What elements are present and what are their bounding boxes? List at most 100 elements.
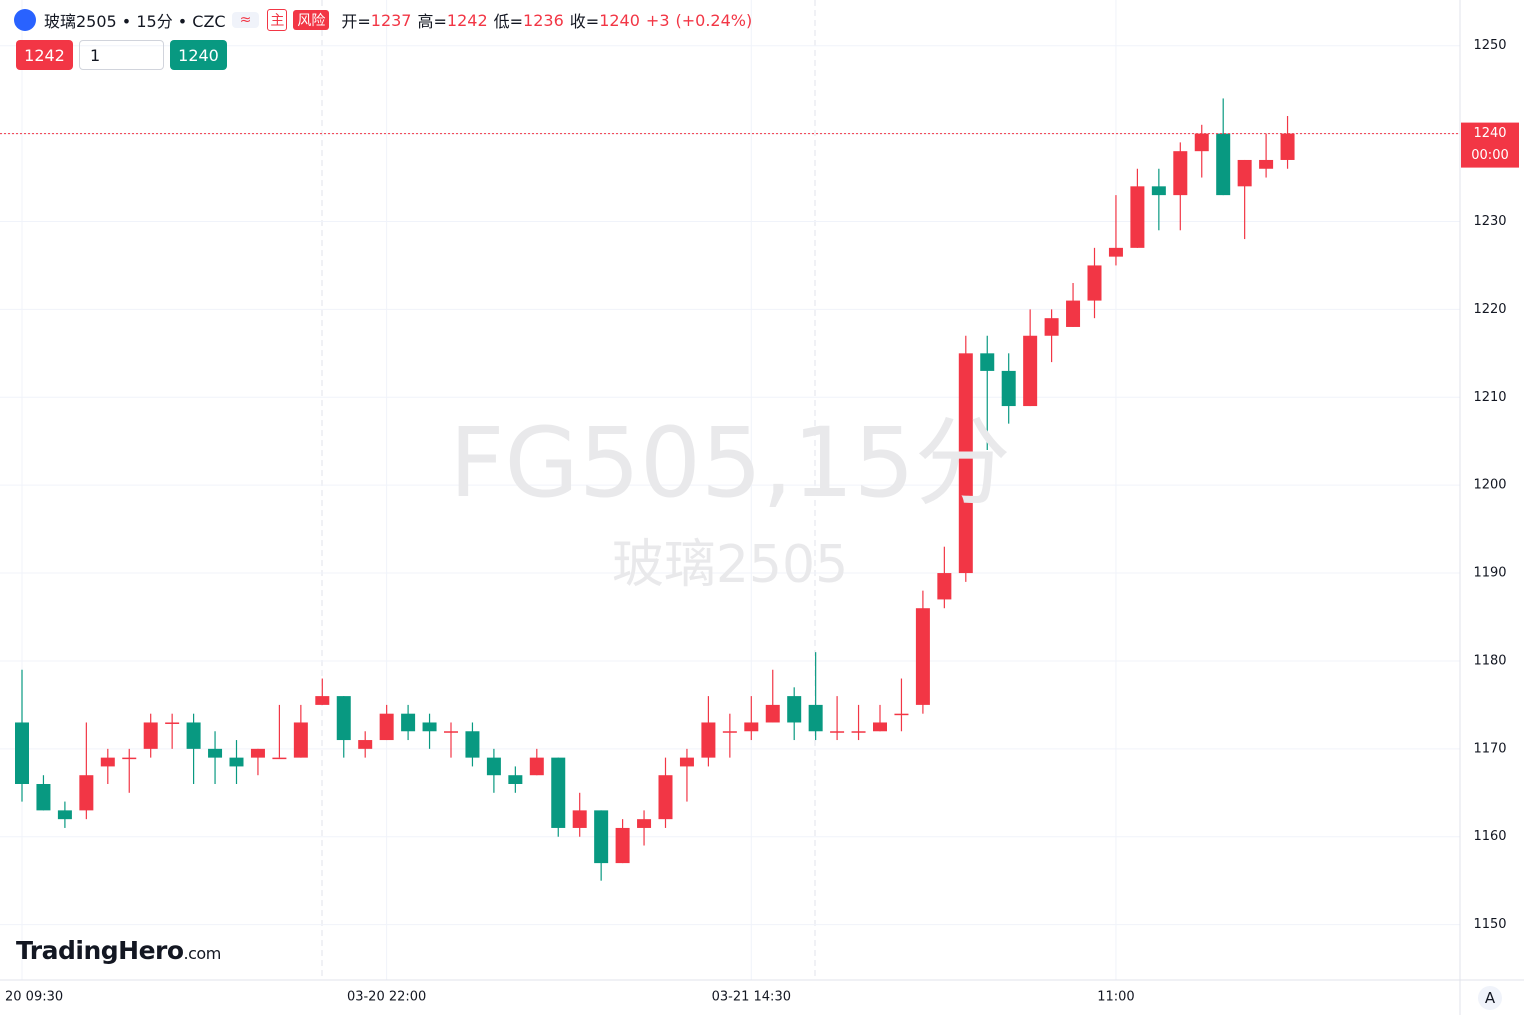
y-tick-label: 1170 xyxy=(1473,741,1506,756)
close-value: 1240 xyxy=(599,10,640,30)
candle-body xyxy=(594,810,609,864)
candle-body xyxy=(787,696,802,723)
buy-button[interactable]: 1240 xyxy=(170,40,227,70)
y-tick-label: 1150 xyxy=(1473,917,1506,932)
watermark-symbol: FG505,15分 xyxy=(449,407,1011,519)
candle-body xyxy=(57,810,72,820)
candle-body xyxy=(851,731,866,733)
candle-body xyxy=(1066,300,1081,327)
logo-brand: TradingHero xyxy=(16,936,184,965)
auto-scale-button[interactable]: A xyxy=(1478,986,1502,1010)
candle-body xyxy=(358,740,373,749)
candle-body xyxy=(143,722,158,749)
y-tick-label: 1190 xyxy=(1473,566,1506,581)
symbol: 玻璃2505 • 15分 • CZC xyxy=(44,12,226,31)
candle-body xyxy=(722,731,737,733)
low-label: 低= xyxy=(493,12,524,31)
candle-body xyxy=(1259,159,1274,169)
candle-body xyxy=(486,757,501,776)
low-value: 1236 xyxy=(523,10,564,30)
logo-suffix: .com xyxy=(183,944,222,963)
x-tick-label: 11:00 xyxy=(1097,990,1134,1005)
candle-body xyxy=(765,704,780,723)
candle-body xyxy=(744,722,759,732)
symbol-icon xyxy=(14,9,36,31)
candle-body xyxy=(808,704,823,732)
candle-body xyxy=(379,713,394,741)
candle-body xyxy=(980,353,995,371)
candle-body xyxy=(422,722,437,732)
y-tick-label: 1160 xyxy=(1473,829,1506,844)
candle-body xyxy=(937,573,952,600)
sell-button[interactable]: 1242 xyxy=(16,40,73,70)
candle-body xyxy=(615,827,630,864)
candle-body xyxy=(701,722,716,758)
axis-labels: 1150 1160 1170 1180 1190 1200 1210 1220 1230 1240… xyxy=(5,38,1519,1005)
candle-body xyxy=(1108,247,1123,257)
candle-body xyxy=(551,757,566,828)
candle-body xyxy=(272,757,287,760)
change: +3 xyxy=(645,10,670,30)
candle-body xyxy=(465,731,480,758)
watermark-name: 玻璃2505 xyxy=(611,535,849,595)
last-price-tag xyxy=(1461,122,1519,168)
candle-body xyxy=(1237,159,1252,187)
candle-body xyxy=(830,731,845,733)
candle-body xyxy=(100,757,115,767)
candle-body xyxy=(1280,133,1295,160)
candle-body xyxy=(1023,335,1038,407)
candle-body xyxy=(79,775,94,811)
change-pct: (+0.24%) xyxy=(675,10,753,30)
candle-body xyxy=(658,775,673,820)
y-tick-label: 1210 xyxy=(1473,390,1506,405)
candle-body xyxy=(36,784,51,811)
candle-body xyxy=(873,722,887,732)
last-price-label: 1240 xyxy=(1473,126,1506,141)
candle-body xyxy=(250,748,265,758)
candle-body xyxy=(1001,370,1016,407)
high-value: 1242 xyxy=(446,10,488,30)
y-tick-label: 1220 xyxy=(1473,302,1506,317)
candle-body xyxy=(1130,186,1145,248)
x-tick-label: 03-21 14:30 xyxy=(712,990,791,1005)
candle-body xyxy=(336,696,351,741)
candle-body xyxy=(679,757,694,767)
open-value: 1237 xyxy=(370,10,412,30)
candle-body xyxy=(165,722,180,724)
x-tick-label: 03-20 22:00 xyxy=(347,990,426,1005)
x-tick-label: 20 09:30 xyxy=(5,990,63,1005)
candle-body xyxy=(15,722,29,784)
candle-body xyxy=(1216,133,1231,196)
legend: 玻璃2505 • 15分 • CZC ≈ 主 风险 开= 1237 高= 1242 … xyxy=(14,8,758,32)
high-label: 高= xyxy=(417,12,447,31)
candle-body xyxy=(1151,186,1166,196)
candle-body xyxy=(894,713,909,716)
y-tick-label: 1200 xyxy=(1473,478,1506,493)
candle-body xyxy=(529,757,544,776)
candle-body xyxy=(401,713,416,732)
candle-body xyxy=(572,810,587,828)
candle-body xyxy=(315,696,330,705)
y-tick-label: 1230 xyxy=(1473,214,1506,229)
candle-body xyxy=(229,757,244,767)
candle-body xyxy=(958,353,973,574)
open-label: 开= xyxy=(341,12,371,31)
candle-body xyxy=(1044,318,1059,336)
candle-body xyxy=(444,731,458,733)
candle-body xyxy=(122,757,137,760)
candle-body xyxy=(293,722,308,758)
candle-body xyxy=(186,722,201,749)
close-label: 收= xyxy=(569,12,600,31)
status-badge[interactable]: ≈ xyxy=(231,12,260,28)
main-badge[interactable]: 主 xyxy=(267,9,288,31)
candle-body xyxy=(508,775,523,784)
candle-body xyxy=(637,819,652,828)
y-tick-label: 1180 xyxy=(1473,653,1506,668)
candle-body xyxy=(915,608,930,705)
quantity-input[interactable]: 1 xyxy=(79,40,164,70)
risk-badge[interactable]: 风险 xyxy=(293,10,330,30)
candles xyxy=(0,98,1460,881)
